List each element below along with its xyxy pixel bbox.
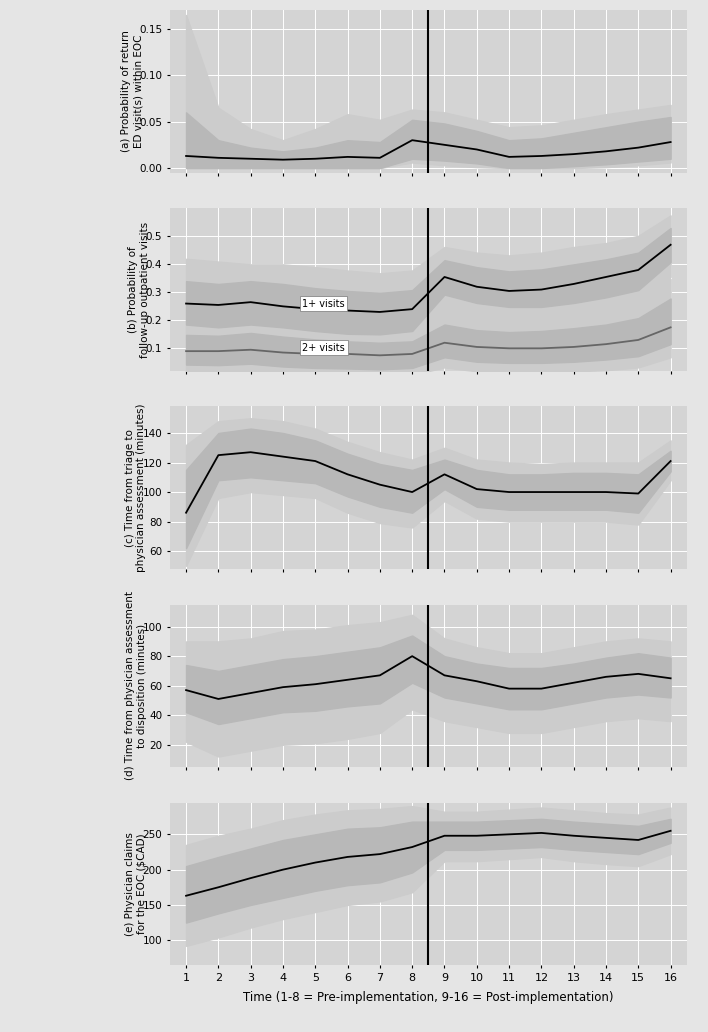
Text: 2+ visits: 2+ visits — [302, 343, 345, 353]
Y-axis label: (c) Time from triage to
physician assessment (minutes): (c) Time from triage to physician assess… — [125, 404, 147, 572]
Y-axis label: (a) Probability of return
ED visit(s) within EOC: (a) Probability of return ED visit(s) wi… — [121, 31, 143, 153]
Y-axis label: (d) Time from physician assessment
to disposition (minutes): (d) Time from physician assessment to di… — [125, 591, 147, 780]
Y-axis label: (e) Physician claims
for the EOC ($CAD): (e) Physician claims for the EOC ($CAD) — [125, 832, 147, 936]
Y-axis label: (b) Probability of
follow-up outpatient visits: (b) Probability of follow-up outpatient … — [128, 222, 149, 358]
X-axis label: Time (1-8 = Pre-implementation, 9-16 = Post-implementation): Time (1-8 = Pre-implementation, 9-16 = P… — [243, 991, 614, 1004]
Text: 1+ visits: 1+ visits — [302, 299, 345, 309]
